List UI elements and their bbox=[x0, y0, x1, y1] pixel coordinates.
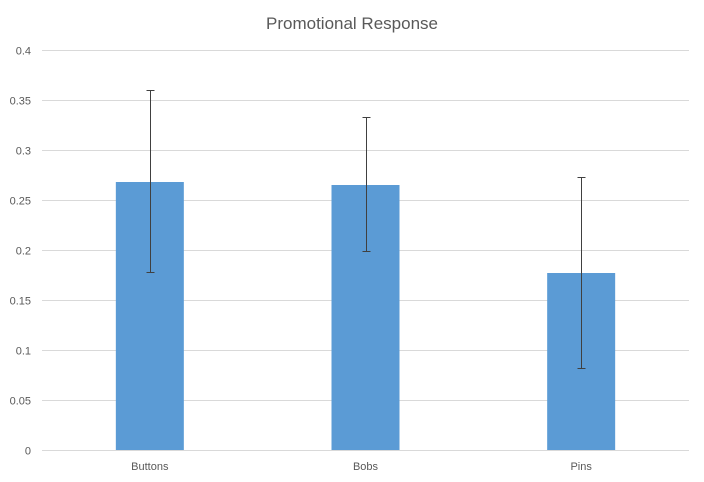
y-axis-ticks: 0 0.05 0.1 0.15 0.2 0.25 0.3 0.35 0.4 bbox=[10, 46, 31, 458]
y-tick-label: 0.2 bbox=[16, 246, 31, 258]
y-tick-label: 0.05 bbox=[10, 396, 31, 408]
bars bbox=[115, 182, 616, 450]
y-tick-label: 0.4 bbox=[16, 46, 31, 58]
error-bars bbox=[146, 90, 586, 369]
bar bbox=[331, 185, 400, 450]
chart-title: Promotional Response bbox=[266, 14, 438, 33]
x-tick-label: Buttons bbox=[131, 461, 169, 473]
y-tick-label: 0.35 bbox=[10, 96, 31, 108]
bar bbox=[115, 182, 184, 450]
x-tick-label: Bobs bbox=[353, 461, 379, 473]
y-tick-label: 0.15 bbox=[10, 296, 31, 308]
x-axis-ticks: Buttons Bobs Pins bbox=[131, 461, 592, 473]
x-tick-label: Pins bbox=[570, 461, 592, 473]
y-tick-label: 0.25 bbox=[10, 196, 31, 208]
y-tick-label: 0.3 bbox=[16, 146, 31, 158]
y-tick-label: 0.1 bbox=[16, 346, 31, 358]
y-tick-label: 0 bbox=[25, 446, 31, 458]
